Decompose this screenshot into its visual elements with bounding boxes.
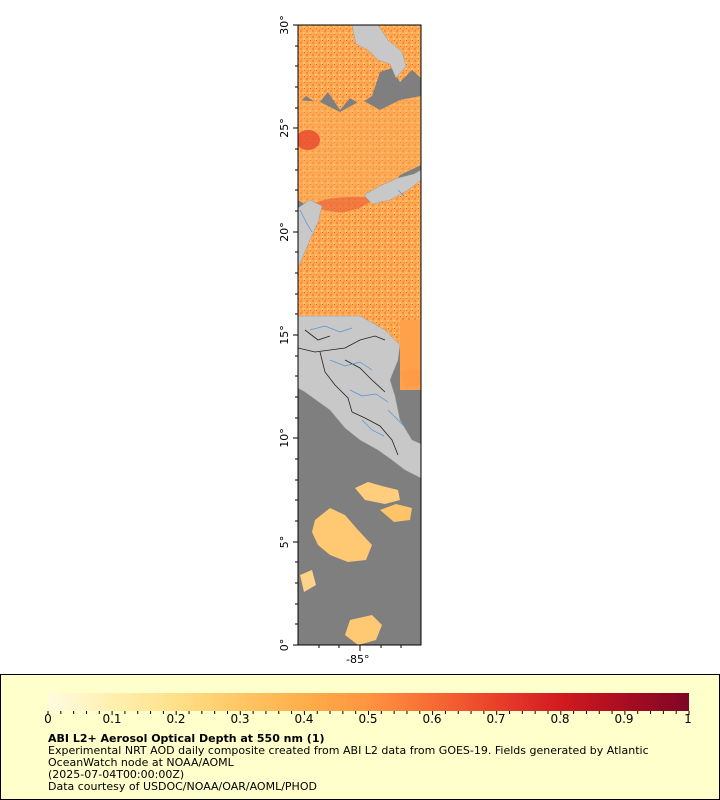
legend-title: ABI L2+ Aerosol Optical Depth at 550 nm … <box>48 732 325 745</box>
country-border <box>298 329 399 456</box>
colorbar-label: 0.8 <box>550 712 570 726</box>
lat-ticks <box>293 24 298 646</box>
aod-patch-pacific <box>345 615 382 645</box>
colorbar <box>48 693 689 711</box>
river <box>299 189 405 437</box>
lat-label-10: 10° <box>278 428 291 448</box>
colorbar-label: 0.1 <box>102 712 122 726</box>
lat-label-30: 30° <box>278 15 291 35</box>
colorbar-label: 0.9 <box>614 712 634 726</box>
map-svg <box>293 24 422 651</box>
aod-patch-pacific <box>400 368 421 388</box>
aod-hotspot <box>298 130 320 150</box>
land-cuba <box>363 169 421 205</box>
aod-patch-pacific <box>380 504 412 522</box>
colorbar-svg <box>47 693 690 715</box>
legend-timestamp: (2025-07-04T00:00:00Z) <box>48 768 185 781</box>
lat-label-0: 0° <box>278 638 291 652</box>
aod-patch-pacific <box>355 482 400 504</box>
colorbar-label: 0.6 <box>422 712 442 726</box>
aod-field-caribbean <box>298 180 421 360</box>
colorbar-label: 0 <box>44 712 52 726</box>
colorbar-label: 0.5 <box>358 712 378 726</box>
legend-panel: 0 0.1 0.2 0.3 0.4 0.5 0.6 0.7 0.8 0.9 1 … <box>0 674 720 800</box>
land-florida <box>351 25 407 79</box>
lat-label-25: 25° <box>278 118 291 138</box>
lat-label-20: 20° <box>278 222 291 242</box>
lat-label-5: 5° <box>278 535 291 549</box>
lat-label-15: 15° <box>278 325 291 345</box>
colorbar-ticks <box>47 711 690 715</box>
aod-patch-pacific <box>300 570 316 592</box>
colorbar-label: 0.4 <box>294 712 314 726</box>
aod-patch-pacific <box>312 508 372 562</box>
lon-label-85w: -85° <box>346 653 370 666</box>
land-yucatan <box>298 199 323 269</box>
map-area: 0° 5° 10° 15° 20° 25° 30° -85° <box>278 15 422 666</box>
legend-credit: Data courtesy of USDOC/NOAA/OAR/AOML/PHO… <box>48 780 317 793</box>
colorbar-label: 0.7 <box>486 712 506 726</box>
colorbar-label: 1 <box>684 712 692 726</box>
aod-field-gulf-speckle <box>298 96 421 225</box>
colorbar-label: 0.2 <box>166 712 186 726</box>
legend-description: Experimental NRT AOD daily composite cre… <box>48 744 649 769</box>
lon-ticks <box>318 645 402 651</box>
colorbar-label: 0.3 <box>230 712 250 726</box>
